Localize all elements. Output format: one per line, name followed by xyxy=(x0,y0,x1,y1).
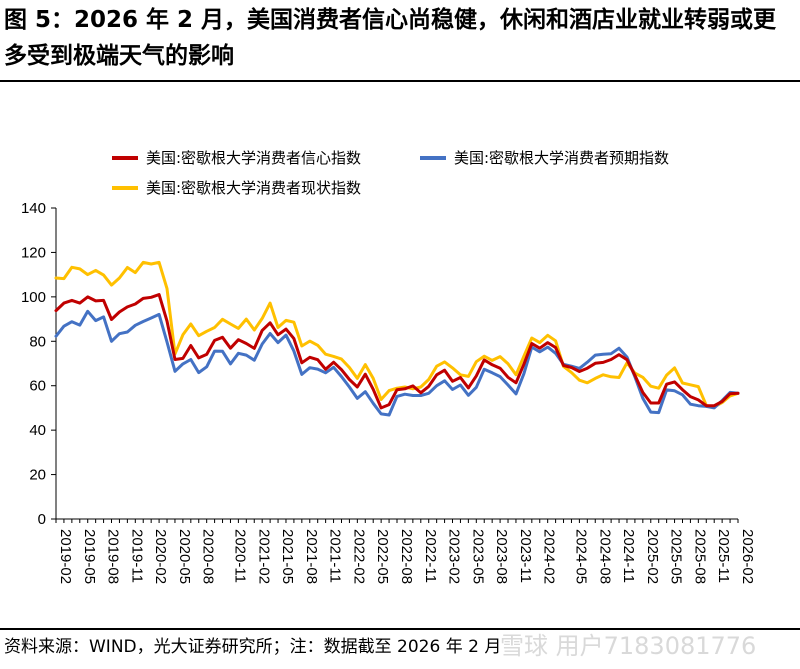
chart-legend: 美国:密歇根大学消费者信心指数 美国:密歇根大学消费者预期指数美国:密歇根大学消费… xyxy=(112,149,669,197)
y-tick-label: 80 xyxy=(29,333,46,350)
x-tick-label: 2022-02 xyxy=(350,529,367,584)
axes: 0 20 40 60 80 100 120 140 2019-02 2019-05 2019-08 2… xyxy=(21,200,756,584)
x-tick-label: 2024-08 xyxy=(596,529,613,584)
x-tick-label: 2021-11 xyxy=(327,529,344,583)
y-tick-label: 120 xyxy=(21,244,46,261)
series-line-expectations xyxy=(54,309,740,417)
figure-title: 图 5：2026 年 2 月，美国消费者信心尚稳健，休闲和酒店业就业转弱或更多受… xyxy=(4,7,777,69)
x-tick-label: 2025-08 xyxy=(691,529,708,584)
y-tick-label: 100 xyxy=(21,289,46,306)
x-tick-label: 2020-05 xyxy=(176,529,193,584)
y-tick-label: 140 xyxy=(21,200,46,217)
source-note: 资料来源：WIND，光大证券研究所；注：数据截至 2026 年 2 月 xyxy=(4,637,502,657)
x-tick-label: 2024-11 xyxy=(620,529,637,583)
y-tick-label: 20 xyxy=(29,467,46,484)
x-tick-label: 2025-05 xyxy=(668,529,685,584)
legend-label-current: 美国:密歇根大学消费者现状指数 xyxy=(146,179,361,197)
series-line-sentiment xyxy=(54,293,740,410)
x-tick-label: 2023-02 xyxy=(446,529,463,584)
y-tick-label: 40 xyxy=(29,422,46,439)
x-tick-label: 2020-02 xyxy=(152,529,169,584)
title-divider xyxy=(0,80,800,82)
x-tick-label: 2023-05 xyxy=(469,529,486,584)
x-tick-label: 2023-08 xyxy=(493,529,510,584)
y-tick-label: 0 xyxy=(38,511,46,528)
x-tick-label: 2019-11 xyxy=(128,529,145,583)
legend-label-sentiment: 美国:密歇根大学消费者信心指数 xyxy=(146,149,361,167)
x-tick-label: 2019-05 xyxy=(81,529,98,584)
x-tick-label: 2022-08 xyxy=(398,529,415,584)
x-tick-label: 2020-08 xyxy=(200,529,217,584)
x-tick-label: 2024-05 xyxy=(572,529,589,584)
x-tick-label: 2025-02 xyxy=(644,529,661,584)
y-tick-label: 60 xyxy=(29,378,46,395)
x-tick-label: 2020-11 xyxy=(231,529,248,583)
x-tick-label: 2022-05 xyxy=(374,529,391,584)
x-tick-label: 2026-02 xyxy=(739,529,756,584)
x-tick-label: 2024-02 xyxy=(541,529,558,584)
x-tick-label: 2021-08 xyxy=(303,529,320,584)
footer-divider xyxy=(0,628,800,630)
watermark: 雪球 用户7183081776 xyxy=(500,632,757,660)
x-tick-label: 2021-02 xyxy=(255,529,272,584)
x-tick-label: 2022-11 xyxy=(422,529,439,583)
x-tick-label: 2025-11 xyxy=(715,529,732,583)
x-tick-label: 2023-11 xyxy=(517,529,534,583)
series-lines xyxy=(54,260,740,417)
series-line-current xyxy=(54,260,740,409)
x-tick-label: 2021-05 xyxy=(279,529,296,584)
legend-label-expectations: 美国:密歇根大学消费者预期指数 xyxy=(454,149,669,167)
x-tick-label: 2019-02 xyxy=(57,529,74,584)
x-tick-label: 2019-08 xyxy=(105,529,122,584)
